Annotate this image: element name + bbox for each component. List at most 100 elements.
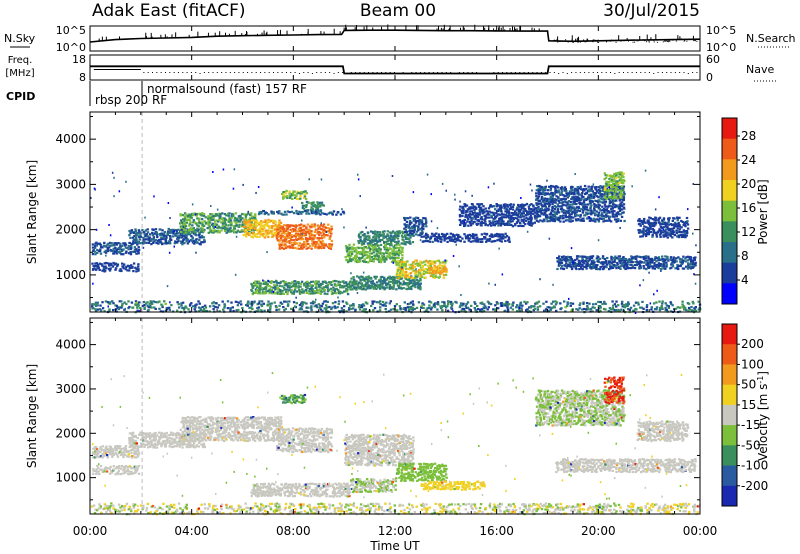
range-cell xyxy=(407,226,410,229)
range-cell xyxy=(368,237,371,240)
range-cell xyxy=(500,210,503,213)
range-cell xyxy=(165,234,168,237)
range-cell xyxy=(484,237,487,240)
range-cell xyxy=(639,256,642,259)
range-cell xyxy=(413,282,416,285)
range-cell xyxy=(480,233,484,236)
range-cell xyxy=(254,228,257,231)
range-cell xyxy=(562,194,565,197)
range-cell xyxy=(572,206,575,209)
range-cell xyxy=(260,300,264,303)
range-cell xyxy=(413,223,416,226)
range-cell xyxy=(345,281,348,284)
range-cell xyxy=(645,261,648,265)
range-cell xyxy=(425,259,428,262)
range-cell xyxy=(598,204,601,207)
range-cell xyxy=(270,232,274,236)
range-cell xyxy=(211,229,215,232)
range-cell xyxy=(417,285,420,288)
range-cell xyxy=(310,232,313,235)
range-cell xyxy=(167,227,170,231)
range-cell xyxy=(579,214,582,217)
range-cell xyxy=(351,288,354,291)
range-cell xyxy=(421,302,424,305)
range-cell xyxy=(330,239,334,243)
range-cell xyxy=(597,186,601,189)
range-cell xyxy=(611,199,615,202)
nave-dot xyxy=(242,72,244,73)
range-cell xyxy=(460,211,464,214)
range-cell xyxy=(614,175,617,179)
range-cell xyxy=(315,211,318,214)
range-cell xyxy=(329,211,333,214)
range-cell xyxy=(517,218,520,221)
range-cell xyxy=(608,192,611,196)
range-cell xyxy=(286,195,289,198)
range-cell xyxy=(447,302,450,306)
range-cell xyxy=(582,255,586,258)
range-cell xyxy=(386,242,389,245)
range-cell xyxy=(120,304,124,307)
range-cell xyxy=(204,216,207,219)
range-cell xyxy=(603,258,607,261)
range-cell xyxy=(113,242,116,245)
range-cell xyxy=(350,258,353,261)
range-cell xyxy=(389,257,392,260)
range-cell xyxy=(535,219,539,222)
range-cell xyxy=(208,305,212,308)
range-cell xyxy=(196,227,199,230)
range-cell xyxy=(544,192,547,195)
range-cell xyxy=(250,300,254,303)
range-cell xyxy=(586,261,589,264)
range-cell xyxy=(640,261,643,264)
range-cell xyxy=(243,219,246,222)
range-cell xyxy=(597,258,600,261)
range-cell xyxy=(212,304,215,308)
range-cell xyxy=(542,218,546,221)
range-cell xyxy=(382,233,386,236)
range-cell xyxy=(123,301,126,304)
nave-dot xyxy=(506,72,508,73)
range-cell xyxy=(509,206,513,209)
range-cell xyxy=(389,244,392,247)
range-cell xyxy=(297,281,300,284)
range-cell xyxy=(375,284,378,287)
range-cell xyxy=(360,242,364,245)
range-cell xyxy=(527,220,531,223)
range-cell xyxy=(443,301,446,304)
nave-dot xyxy=(476,72,478,73)
range-cell xyxy=(677,267,680,271)
range-cell xyxy=(166,242,170,245)
range-cell xyxy=(310,309,313,312)
range-cell xyxy=(613,195,616,198)
range-cell xyxy=(672,258,675,261)
range-cell xyxy=(652,265,655,268)
range-cell xyxy=(607,210,611,213)
range-cell xyxy=(659,232,663,235)
range-cell xyxy=(377,236,381,239)
range-cell xyxy=(377,252,380,255)
range-cell xyxy=(381,304,384,307)
range-cell xyxy=(362,288,365,291)
range-cell xyxy=(323,288,327,291)
range-cell xyxy=(282,227,286,230)
range-cell xyxy=(524,208,527,211)
range-cell xyxy=(421,264,424,267)
range-cell xyxy=(179,221,183,224)
range-cell xyxy=(473,211,477,214)
range-cell xyxy=(651,218,654,221)
range-cell xyxy=(422,268,425,271)
nave-dot xyxy=(398,73,400,74)
frequency-panel: 18 8 60 0 Freq. [MHz] Nave xyxy=(5,53,776,84)
range-cell xyxy=(589,207,592,210)
range-cell xyxy=(388,280,391,283)
range-cell xyxy=(337,289,340,292)
range-cell xyxy=(657,256,661,259)
range-cell xyxy=(154,301,157,304)
range-cell xyxy=(116,264,119,268)
range-cell xyxy=(384,307,387,311)
range-cell xyxy=(396,284,400,287)
range-cell xyxy=(422,270,426,273)
range-cell xyxy=(618,255,622,258)
range-cell xyxy=(330,243,334,246)
